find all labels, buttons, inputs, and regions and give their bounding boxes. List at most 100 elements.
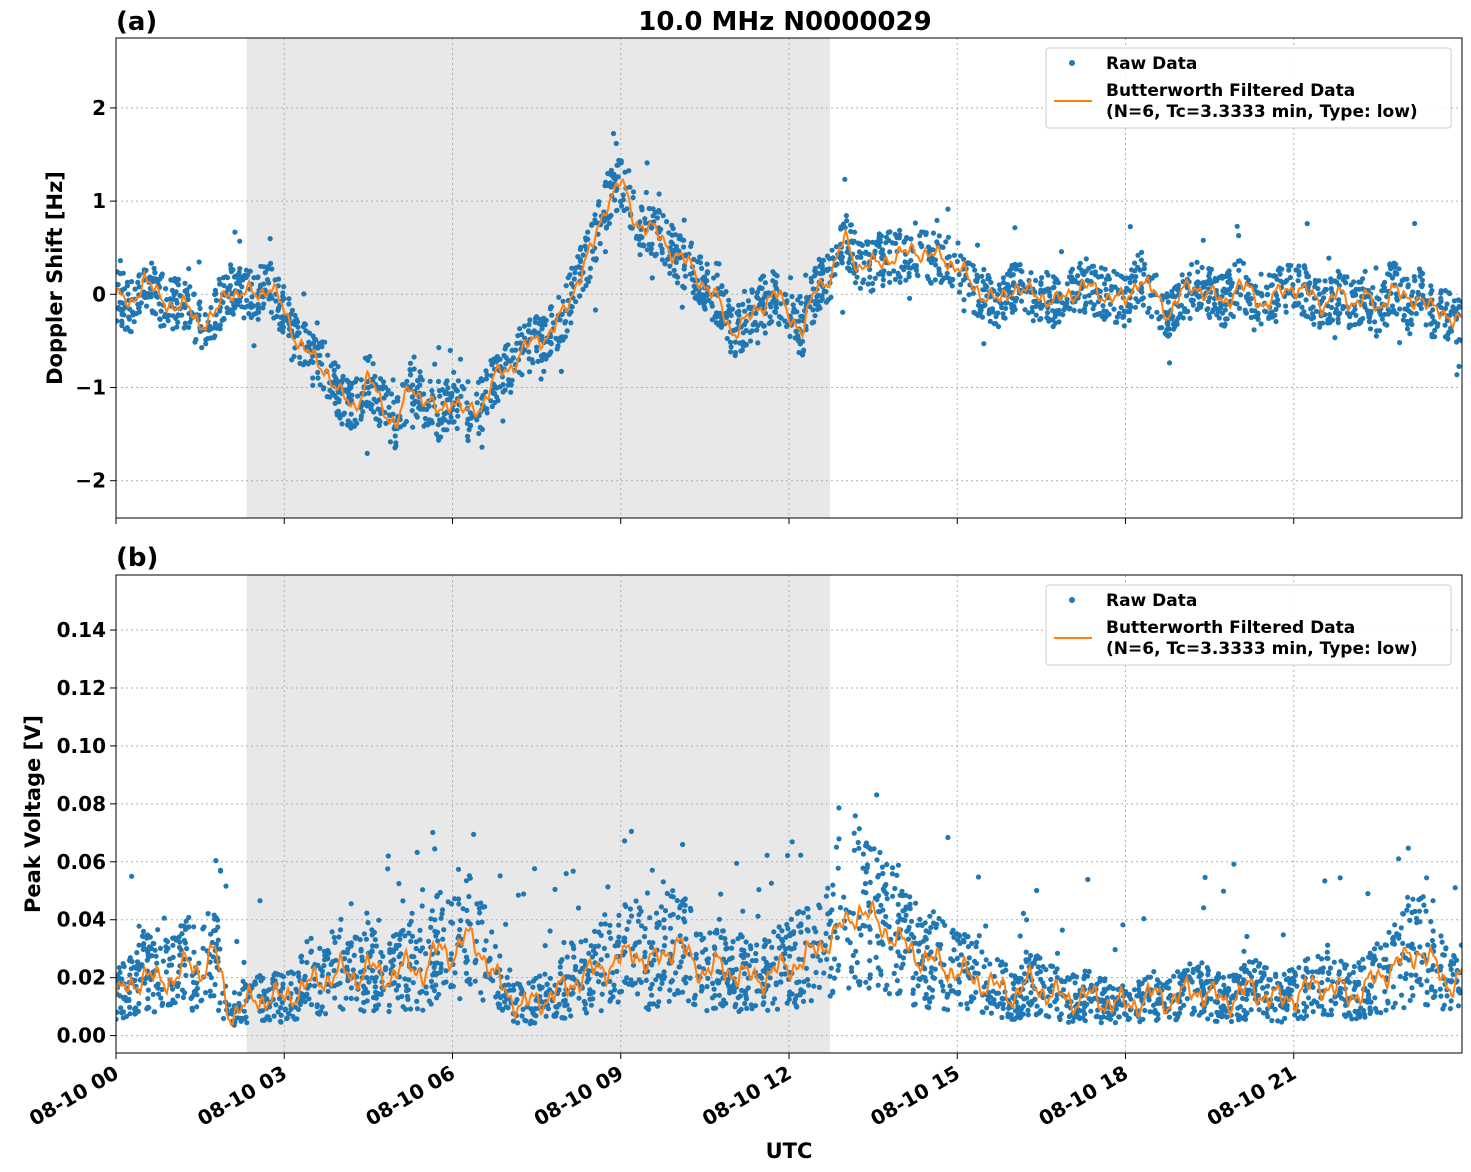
raw-data-point <box>170 942 176 948</box>
raw-data-point <box>411 366 417 372</box>
raw-data-point <box>908 918 915 924</box>
raw-data-point <box>141 941 147 947</box>
raw-data-point <box>782 951 788 957</box>
raw-data-point <box>409 933 416 939</box>
raw-data-point <box>152 270 158 276</box>
raw-data-point <box>687 271 693 277</box>
raw-data-point <box>903 277 909 283</box>
raw-data-point <box>1221 982 1227 988</box>
raw-data-point <box>678 959 684 965</box>
raw-data-point <box>411 354 417 360</box>
raw-data-point <box>1208 1012 1214 1018</box>
raw-data-point <box>601 945 608 952</box>
raw-data-point <box>445 899 451 905</box>
raw-data-point <box>1344 310 1351 316</box>
raw-data-point <box>1118 304 1124 311</box>
raw-data-point <box>1146 997 1152 1003</box>
raw-data-point <box>494 394 500 400</box>
raw-data-point <box>975 302 982 308</box>
raw-data-point <box>943 239 949 245</box>
raw-data-point <box>369 975 375 981</box>
raw-data-point <box>897 227 903 233</box>
raw-data-point <box>1319 956 1325 962</box>
raw-data-point <box>457 996 463 1002</box>
raw-data-point <box>439 907 446 913</box>
raw-data-point <box>1286 968 1293 974</box>
raw-data-point <box>306 996 312 1002</box>
raw-data-point <box>624 206 630 212</box>
raw-data-point <box>608 167 615 173</box>
raw-data-point <box>922 966 928 972</box>
raw-data-point <box>598 957 604 963</box>
raw-data-point <box>697 931 704 938</box>
raw-data-point <box>280 324 287 330</box>
raw-data-point <box>1003 305 1009 311</box>
raw-data-point <box>473 957 479 963</box>
raw-data-point <box>895 901 901 908</box>
raw-data-point <box>716 992 722 998</box>
raw-data-point <box>1126 1015 1132 1022</box>
legend-filtered-label: (N=6, Tc=3.3333 min, Type: low) <box>1106 102 1418 122</box>
raw-data-point <box>976 933 982 939</box>
raw-data-point <box>646 205 652 212</box>
raw-data-point <box>1337 310 1343 316</box>
raw-data-point <box>299 959 305 965</box>
raw-data-point <box>1396 856 1402 862</box>
raw-data-point <box>117 258 123 264</box>
raw-data-point <box>740 301 746 307</box>
raw-data-point <box>1342 1002 1349 1008</box>
raw-data-point <box>414 849 420 856</box>
raw-data-point <box>364 975 370 981</box>
raw-data-point <box>656 191 662 197</box>
raw-data-point <box>425 422 431 428</box>
raw-data-point <box>447 347 453 354</box>
raw-data-point <box>618 158 624 164</box>
raw-data-point <box>1017 267 1024 274</box>
raw-data-point <box>226 286 232 292</box>
raw-data-point <box>541 368 547 374</box>
raw-data-point <box>993 313 999 320</box>
raw-data-point <box>755 340 761 346</box>
raw-data-point <box>856 926 863 932</box>
raw-data-point <box>1054 966 1060 972</box>
raw-data-point <box>458 393 464 399</box>
raw-data-point <box>303 328 309 334</box>
raw-data-point <box>635 991 641 997</box>
raw-data-point <box>913 900 919 906</box>
raw-data-point <box>824 956 830 962</box>
raw-data-point <box>1357 964 1363 971</box>
raw-data-point <box>224 309 230 316</box>
raw-data-point <box>1294 983 1300 989</box>
raw-data-point <box>988 1010 995 1016</box>
raw-data-point <box>167 956 173 962</box>
raw-data-point <box>651 957 657 963</box>
raw-data-point <box>460 906 466 912</box>
raw-data-point <box>880 253 886 259</box>
raw-data-point <box>649 962 655 968</box>
raw-data-point <box>955 240 961 246</box>
raw-data-point <box>956 289 963 295</box>
raw-data-point <box>361 1008 367 1014</box>
raw-data-point <box>127 1004 133 1011</box>
raw-data-point <box>1205 971 1211 978</box>
raw-data-point <box>725 976 731 983</box>
raw-data-point <box>1125 309 1131 315</box>
raw-data-point <box>666 998 672 1004</box>
raw-data-point <box>649 275 655 281</box>
raw-data-point <box>1171 973 1177 979</box>
raw-data-point <box>1400 940 1406 947</box>
raw-data-point <box>1405 282 1411 288</box>
raw-data-point <box>1120 922 1126 928</box>
raw-data-point <box>1416 302 1422 308</box>
raw-data-point <box>532 1006 538 1012</box>
raw-data-point <box>616 939 622 945</box>
raw-data-point <box>332 360 338 366</box>
raw-data-point <box>724 311 730 317</box>
raw-data-point <box>369 927 375 933</box>
raw-data-point <box>542 971 548 977</box>
raw-data-point <box>647 985 654 992</box>
raw-data-point <box>1352 979 1358 985</box>
raw-data-point <box>261 1017 267 1023</box>
raw-data-point <box>636 236 642 242</box>
raw-data-point <box>1110 1011 1116 1017</box>
